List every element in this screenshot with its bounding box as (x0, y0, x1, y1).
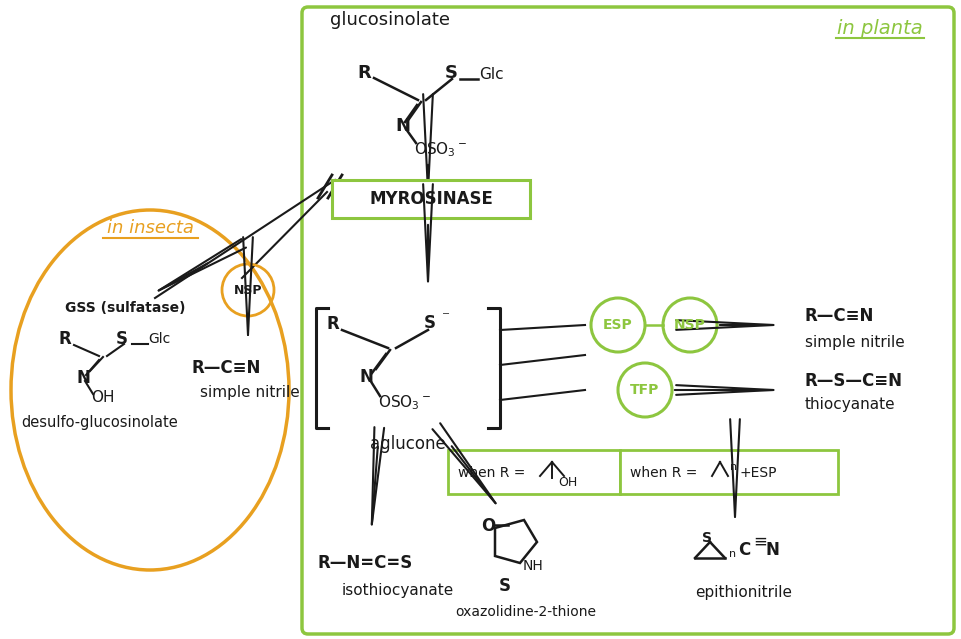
Text: ≡: ≡ (752, 533, 766, 551)
Text: S: S (424, 314, 435, 332)
Text: oxazolidine-2-thione: oxazolidine-2-thione (455, 605, 596, 619)
Text: C: C (737, 541, 750, 559)
Text: N: N (76, 369, 89, 387)
Text: n: n (729, 462, 736, 472)
Text: when R =: when R = (629, 466, 697, 480)
Text: N: N (765, 541, 779, 559)
Text: +ESP: +ESP (739, 466, 776, 480)
Text: epithionitrile: epithionitrile (694, 585, 791, 599)
Text: desulfo-glucosinolate: desulfo-glucosinolate (21, 415, 178, 429)
Text: R—N=C=S: R—N=C=S (318, 554, 413, 572)
Text: R—C≡N: R—C≡N (192, 359, 261, 377)
Text: MYROSINASE: MYROSINASE (369, 190, 492, 208)
Text: in planta: in planta (836, 19, 922, 38)
Text: OH: OH (91, 390, 114, 404)
Text: O: O (480, 517, 495, 535)
Text: NSP: NSP (234, 284, 262, 296)
Text: ESP: ESP (603, 318, 632, 332)
Text: R: R (59, 330, 71, 348)
Text: NH: NH (523, 559, 543, 573)
Text: isothiocyanate: isothiocyanate (342, 583, 454, 597)
FancyBboxPatch shape (448, 450, 619, 494)
Text: TFP: TFP (629, 383, 659, 397)
Text: Glc: Glc (148, 332, 170, 346)
Text: N: N (395, 117, 410, 135)
Text: simple nitrile: simple nitrile (200, 385, 300, 401)
FancyBboxPatch shape (619, 450, 837, 494)
Text: S: S (444, 64, 457, 82)
Text: R—S—C≡N: R—S—C≡N (804, 372, 902, 390)
Text: S: S (499, 577, 510, 595)
Text: glucosinolate: glucosinolate (330, 11, 450, 29)
Text: Glc: Glc (479, 66, 504, 82)
Text: OSO$_3$$^-$: OSO$_3$$^-$ (413, 141, 467, 159)
Text: R: R (327, 315, 339, 333)
Text: S: S (702, 531, 711, 545)
FancyBboxPatch shape (332, 180, 530, 218)
Text: thiocyanate: thiocyanate (804, 397, 895, 413)
Text: R—C≡N: R—C≡N (804, 307, 874, 325)
Text: S: S (116, 330, 128, 348)
Text: simple nitrile: simple nitrile (804, 334, 903, 350)
Text: OH: OH (557, 475, 577, 488)
Text: ⁻: ⁻ (441, 309, 450, 325)
Text: OSO$_3$$^-$: OSO$_3$$^-$ (378, 394, 431, 412)
Text: GSS (sulfatase): GSS (sulfatase) (65, 301, 185, 315)
Text: when R =: when R = (457, 466, 525, 480)
FancyBboxPatch shape (302, 7, 953, 634)
Text: n: n (728, 549, 735, 559)
Text: NSP: NSP (674, 318, 705, 332)
Text: R: R (357, 64, 371, 82)
Text: in insecta: in insecta (107, 219, 193, 237)
Text: N: N (358, 368, 373, 386)
Text: aglucone: aglucone (370, 435, 445, 453)
